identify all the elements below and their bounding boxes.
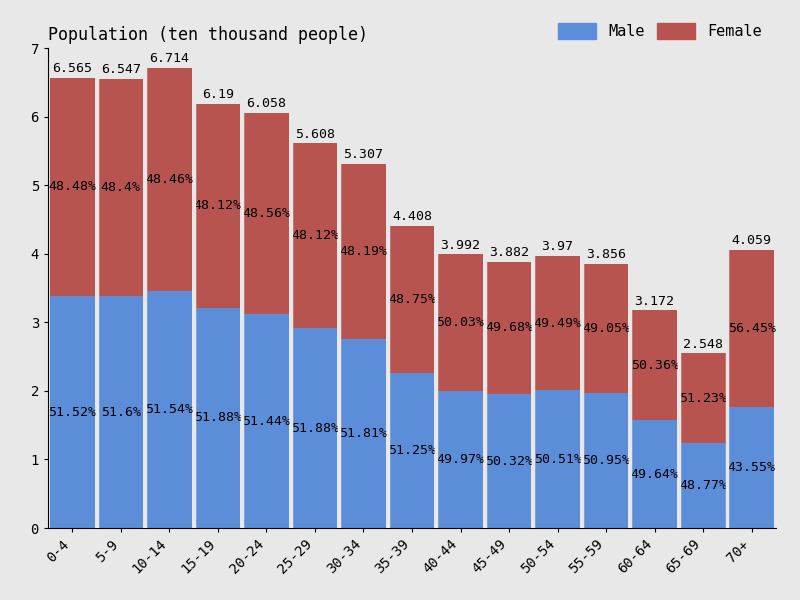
Text: 48.56%: 48.56% [242,207,290,220]
Text: 6.565: 6.565 [52,62,92,75]
Text: 49.97%: 49.97% [437,453,485,466]
Text: 49.05%: 49.05% [582,322,630,335]
Text: Population (ten thousand people): Population (ten thousand people) [48,26,368,44]
Text: 3.882: 3.882 [489,246,529,259]
Bar [390,226,434,373]
Text: 48.4%: 48.4% [101,181,141,194]
Text: 50.51%: 50.51% [534,453,582,466]
Text: 3.172: 3.172 [634,295,674,308]
Text: 50.95%: 50.95% [582,454,630,467]
Text: 51.23%: 51.23% [679,392,727,404]
Text: 50.32%: 50.32% [485,455,533,467]
Text: 49.64%: 49.64% [630,467,678,481]
Bar [584,393,629,528]
Text: 4.408: 4.408 [392,210,432,223]
Text: 48.19%: 48.19% [339,245,387,258]
Bar [195,308,240,528]
Bar [535,256,580,391]
Text: 3.992: 3.992 [441,239,481,251]
Text: 2.548: 2.548 [683,338,723,350]
Bar [535,391,580,528]
Bar [293,328,338,528]
Bar [632,420,677,528]
Bar [341,164,386,340]
Text: 3.856: 3.856 [586,248,626,261]
Bar [681,353,726,443]
Text: 51.25%: 51.25% [388,444,436,457]
Text: 51.6%: 51.6% [101,406,141,419]
Bar [195,104,240,308]
Text: 6.19: 6.19 [202,88,234,101]
Bar [50,78,94,296]
Text: 50.36%: 50.36% [630,359,678,372]
Legend: Male, Female: Male, Female [552,17,768,46]
Text: 56.45%: 56.45% [728,322,776,335]
Bar [438,254,483,391]
Text: 51.54%: 51.54% [146,403,194,416]
Bar [390,373,434,528]
Text: 6.547: 6.547 [101,64,141,76]
Bar [438,391,483,528]
Bar [681,443,726,528]
Text: 48.77%: 48.77% [679,479,727,492]
Bar [244,314,289,528]
Text: 51.88%: 51.88% [291,422,339,435]
Bar [730,407,774,528]
Text: 49.49%: 49.49% [534,317,582,329]
Bar [486,394,531,528]
Bar [486,262,531,394]
Text: 4.059: 4.059 [732,234,772,247]
Text: 6.058: 6.058 [246,97,286,110]
Text: 48.12%: 48.12% [291,229,339,242]
Text: 48.48%: 48.48% [48,181,96,193]
Text: 48.75%: 48.75% [388,293,436,306]
Bar [147,291,192,528]
Bar [293,143,338,328]
Bar [341,340,386,528]
Text: 48.12%: 48.12% [194,199,242,212]
Text: 5.307: 5.307 [343,148,383,161]
Bar [730,250,774,407]
Text: 48.46%: 48.46% [146,173,194,185]
Text: 51.81%: 51.81% [339,427,387,440]
Bar [98,79,143,296]
Text: 49.68%: 49.68% [485,322,533,334]
Text: 50.03%: 50.03% [437,316,485,329]
Text: 3.97: 3.97 [542,240,574,253]
Bar [98,296,143,528]
Bar [584,263,629,393]
Bar [147,68,192,291]
Bar [632,310,677,420]
Text: 43.55%: 43.55% [728,461,776,474]
Text: 51.52%: 51.52% [48,406,96,419]
Text: 6.714: 6.714 [150,52,190,65]
Text: 51.88%: 51.88% [194,412,242,424]
Bar [244,113,289,314]
Bar [50,296,94,528]
Text: 51.44%: 51.44% [242,415,290,428]
Text: 5.608: 5.608 [295,128,335,141]
